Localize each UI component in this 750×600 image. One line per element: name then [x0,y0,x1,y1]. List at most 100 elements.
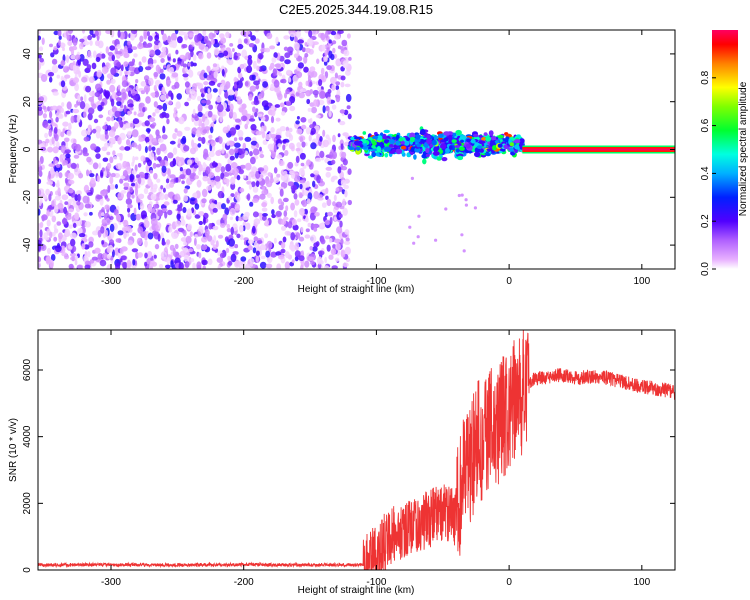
noise-point [72,37,78,47]
noise-point [280,248,286,254]
noise-point [113,156,118,160]
noise-point [210,139,216,147]
noise-point [333,216,337,221]
noise-point [198,211,205,216]
noise-point [62,121,69,127]
signal-point [438,133,444,139]
noise-point [102,157,109,162]
noise-point [49,110,53,119]
noise-point [187,159,193,166]
noise-point [225,81,231,89]
noise-point [275,117,281,122]
noise-point [191,127,198,135]
noise-point [223,50,229,57]
noise-point [205,166,211,175]
noise-point [99,259,107,267]
noise-point [109,239,115,245]
noise-point [273,52,278,59]
signal-point [478,140,486,144]
noise-point [145,96,151,104]
noise-point [143,31,148,40]
noise-point [328,50,333,59]
noise-point [239,148,246,155]
noise-point [123,231,127,239]
noise-point [189,173,196,180]
noise-point [101,167,105,172]
noise-point [175,49,179,55]
noise-point [308,134,312,142]
noise-point [180,137,187,145]
noise-point [79,43,84,50]
noise-point [289,50,293,56]
noise-point [91,62,97,70]
noise-point [139,35,144,43]
noise-point [196,261,202,269]
noise-point [264,47,271,53]
noise-point [168,225,173,233]
spectrogram-x-label: Height of straight line (km) [298,284,415,295]
noise-point [83,136,90,142]
noise-point [271,57,277,63]
chart-title: C2E5.2025.344.19.08.R15 [279,2,433,17]
noise-point [229,216,234,221]
signal-point [454,145,461,148]
noise-point [80,96,84,102]
noise-point [310,173,315,178]
noise-point [330,176,335,183]
noise-point [300,226,304,233]
noise-point [221,203,226,210]
noise-point [328,254,334,260]
noise-point [107,125,112,131]
noise-point [203,148,209,157]
noise-point [324,50,328,57]
noise-point [226,228,232,233]
noise-point [95,56,101,63]
noise-point [331,104,337,110]
noise-point [234,142,241,148]
signal-point [416,143,422,148]
noise-point [64,137,70,143]
noise-point [121,80,128,88]
noise-point [55,170,59,178]
noise-point [215,240,219,248]
noise-point [185,235,192,244]
noise-point [169,181,175,188]
noise-point [256,65,260,71]
noise-point [72,64,77,73]
noise-point [48,129,53,137]
noise-point [283,35,290,40]
noise-point [261,131,266,139]
noise-point [246,119,250,125]
noise-point [169,66,174,74]
noise-point [40,74,48,82]
noise-point [331,265,338,269]
noise-point [336,226,343,234]
noise-point [335,94,341,103]
noise-point [138,61,142,67]
noise-point [71,143,78,150]
noise-point [117,84,121,90]
noise-point [225,247,230,253]
noise-point [153,204,158,209]
noise-point [279,102,285,108]
noise-point [277,93,283,101]
noise-point [252,112,255,117]
noise-point [53,228,59,234]
noise-point [293,210,298,218]
noise-point [45,138,50,144]
noise-point [117,162,122,170]
noise-point [304,234,311,239]
noise-point [337,133,341,138]
noise-point [57,202,64,210]
noise-point [243,38,248,44]
noise-point [179,167,183,172]
noise-point [263,125,267,132]
noise-point [104,229,109,237]
noise-point [324,30,329,39]
x-tick-label: -200 [234,276,254,287]
noise-point [184,81,190,88]
noise-point [223,171,230,177]
carrier-line-core [522,148,675,151]
noise-point [142,107,146,113]
noise-point [230,162,238,169]
